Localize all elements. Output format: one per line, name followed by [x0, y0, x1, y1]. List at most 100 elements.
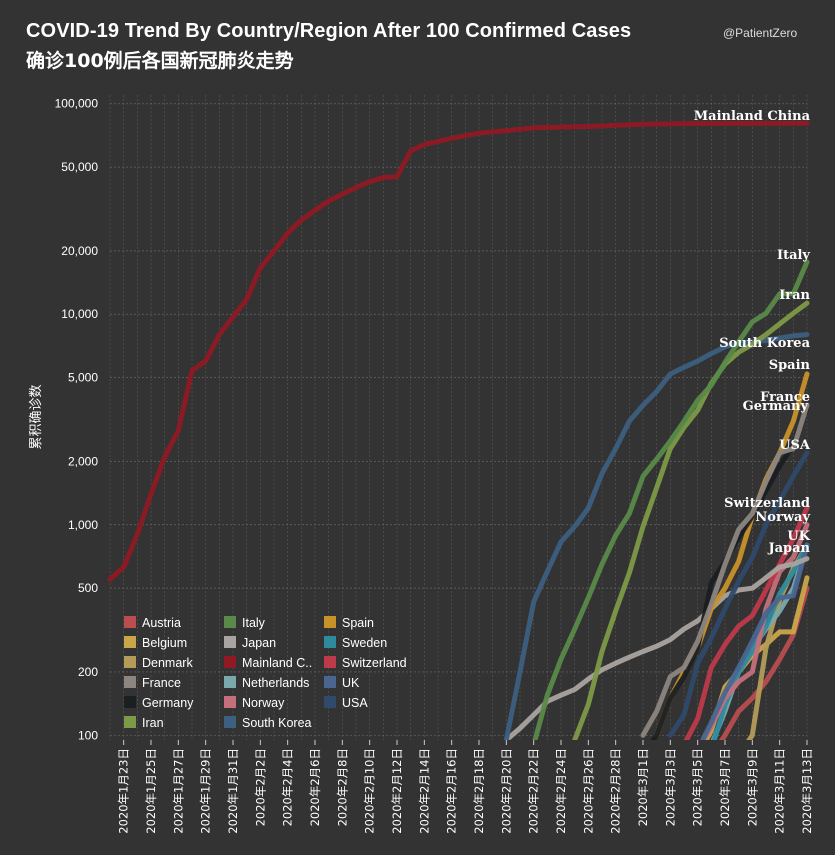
x-tick-label: 2020年2月2日 [253, 748, 267, 826]
x-tick-label: 2020年2月28日 [609, 748, 623, 834]
legend-label: Germany [142, 696, 194, 710]
y-tick-label: 100 [78, 728, 98, 742]
x-tick-label: 2020年1月23日 [117, 748, 131, 834]
end-label-france: France [760, 390, 810, 405]
x-tick-label: 2020年2月22日 [527, 748, 541, 834]
legend: Austria Belgium Denmark France Germany Iran It… [124, 616, 407, 730]
series-lines [107, 120, 810, 740]
series-line-uk [699, 542, 810, 740]
x-tick-label: 2020年2月12日 [390, 748, 404, 834]
series-end-labels: Mainland China Italy Iran South Korea Spain F… [694, 109, 811, 556]
x-tick-label: 2020年2月24日 [554, 748, 568, 834]
end-label-germany: Germany [743, 399, 809, 414]
series-line-italy [532, 259, 810, 740]
end-label-uk: UK [787, 529, 810, 544]
x-axis-ticks: 2020年1月23日 2020年1月25日 2020年1月27日 2020年1月29日… [117, 740, 814, 834]
legend-label: South Korea [242, 716, 312, 730]
x-tick-label: 2020年2月8日 [335, 748, 349, 826]
legend-label: USA [342, 696, 368, 710]
legend-swatch [124, 636, 136, 648]
legend-label: France [142, 676, 181, 690]
x-tick-label: 2020年2月4日 [281, 748, 295, 826]
end-label-iran: Iran [779, 288, 810, 303]
legend-swatch [124, 716, 136, 728]
end-label-norway: Norway [755, 510, 810, 525]
legend-label: Switzerland [342, 656, 407, 670]
series-line-france [640, 402, 810, 738]
x-tick-label: 2020年1月31日 [226, 748, 240, 834]
legend-label: Netherlands [242, 676, 309, 690]
legend-label: Belgium [142, 636, 187, 650]
x-tick-label: 2020年1月25日 [144, 748, 158, 834]
legend-swatch [324, 636, 336, 648]
series-line-iran [572, 300, 810, 740]
legend-swatch [124, 676, 136, 688]
legend-swatch [324, 616, 336, 628]
legend-label: Japan [242, 636, 276, 650]
y-tick-label: 20,000 [61, 244, 98, 258]
y-tick-label: 100,000 [55, 97, 99, 111]
x-tick-label: 2020年2月16日 [445, 748, 459, 834]
legend-label: Italy [242, 616, 266, 630]
x-tick-label: 2020年2月20日 [499, 748, 513, 834]
y-axis-ticks: 100 200 500 1,000 2,000 5,000 10,000 20,000 50,0… [55, 97, 99, 743]
legend-swatch [324, 696, 336, 708]
legend-swatch [324, 676, 336, 688]
series-line-usa [667, 450, 810, 738]
series-line-mainland-china [107, 120, 810, 582]
x-tick-label: 2020年3月9日 [745, 748, 759, 826]
series-line-japan [503, 556, 810, 740]
y-tick-label: 50,000 [61, 160, 98, 174]
x-tick-label: 2020年2月18日 [472, 748, 486, 834]
legend-swatch [224, 716, 236, 728]
x-tick-label: 2020年2月14日 [417, 748, 431, 834]
legend-swatch [124, 656, 136, 668]
y-tick-label: 1,000 [68, 518, 98, 532]
x-tick-label: 2020年2月26日 [581, 748, 595, 834]
legend-swatch [224, 616, 236, 628]
x-tick-label: 2020年3月5日 [691, 748, 705, 826]
legend-swatch [224, 676, 236, 688]
x-tick-label: 2020年1月27日 [171, 748, 185, 834]
legend-label: Spain [342, 616, 374, 630]
y-axis-label: 累积确诊数 [29, 384, 44, 449]
end-label-usa: USA [779, 438, 811, 453]
x-tick-label: 2020年2月10日 [363, 748, 377, 834]
legend-label: Denmark [142, 656, 193, 670]
legend-label: Iran [142, 716, 164, 730]
x-tick-label: 2020年1月29日 [199, 748, 213, 834]
series-line-switzerland [683, 505, 810, 740]
y-tick-label: 500 [78, 581, 98, 595]
legend-swatch [324, 656, 336, 668]
end-label-mainland-china: Mainland China [694, 109, 811, 124]
end-label-japan: Japan [767, 541, 810, 556]
legend-swatch [224, 636, 236, 648]
x-tick-label: 2020年3月13日 [800, 748, 814, 834]
legend-swatch [124, 616, 136, 628]
legend-label: UK [342, 676, 360, 690]
author-credit: @PatientZero [723, 26, 798, 40]
end-label-spain: Spain [769, 358, 811, 373]
chart-subtitle: 确诊100例后各国新冠肺炎走势 [26, 50, 294, 72]
y-tick-label: 200 [78, 665, 98, 679]
x-tick-label: 2020年3月3日 [663, 748, 677, 826]
end-label-south-korea: South Korea [719, 336, 810, 351]
legend-swatch [224, 696, 236, 708]
legend-label: Sweden [342, 636, 387, 650]
y-tick-label: 10,000 [61, 307, 98, 321]
end-label-switzerland: Switzerland [724, 496, 810, 511]
legend-swatch [124, 696, 136, 708]
x-tick-label: 2020年3月1日 [636, 748, 650, 826]
chart-title: COVID-19 Trend By Country/Region After 1… [26, 20, 632, 42]
y-tick-label: 5,000 [68, 371, 98, 385]
grid-lines [109, 95, 808, 740]
legend-swatch [224, 656, 236, 668]
end-label-italy: Italy [777, 248, 810, 263]
legend-label: Austria [142, 616, 181, 630]
legend-label: Mainland C.. [242, 656, 312, 670]
y-tick-label: 2,000 [68, 454, 98, 468]
x-tick-label: 2020年3月7日 [718, 748, 732, 826]
x-tick-label: 2020年3月11日 [773, 748, 787, 834]
x-tick-label: 2020年2月6日 [308, 748, 322, 826]
